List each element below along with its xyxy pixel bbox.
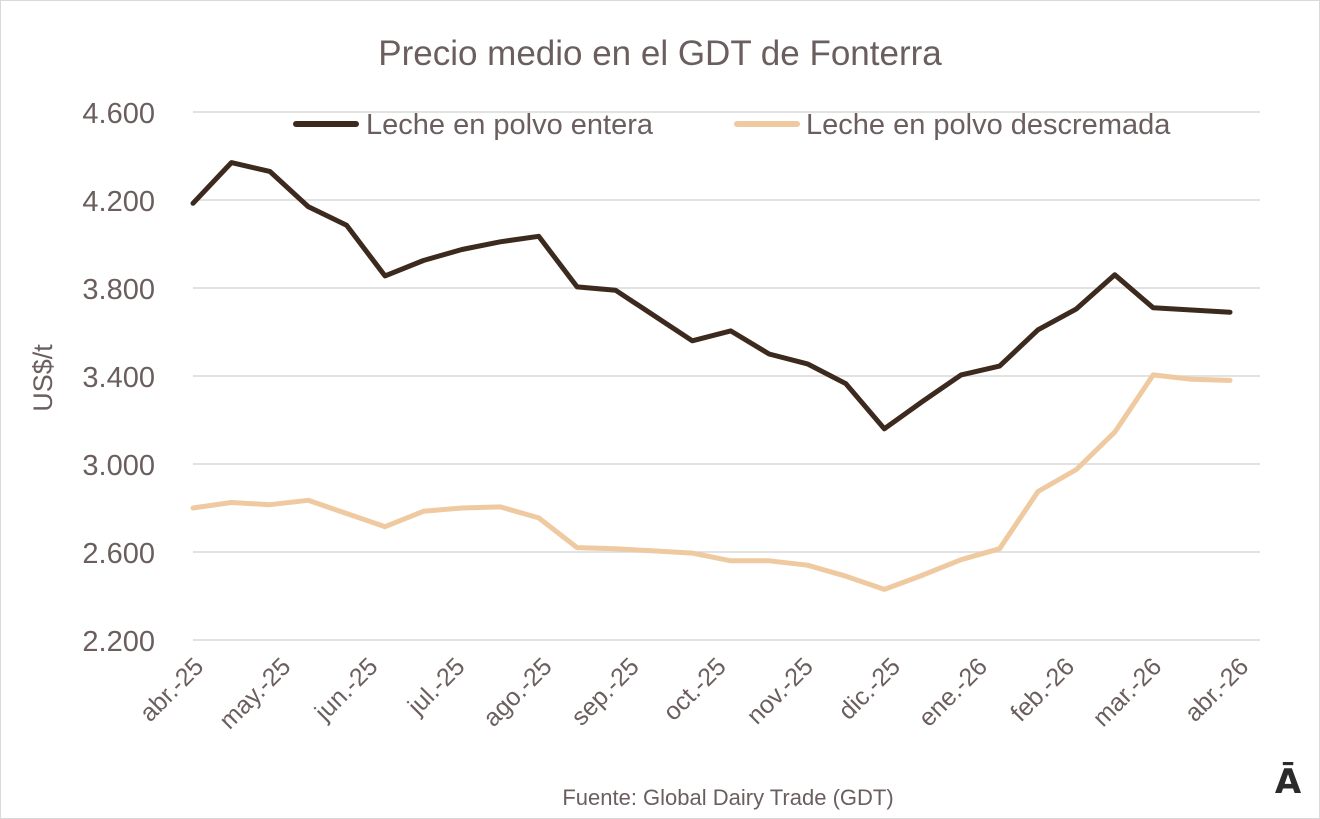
x-tick-label: jun.-25 <box>309 652 384 727</box>
y-axis-ticks: 4.600 4.200 3.800 3.400 3.000 2.600 2.200 <box>82 98 155 658</box>
x-tick-label: abr.-25 <box>134 652 209 727</box>
series-lines <box>190 160 1233 592</box>
x-tick-label: may.-25 <box>214 652 296 734</box>
y-tick-label: 4.200 <box>82 186 155 218</box>
x-tick-label: jul.-25 <box>402 652 471 721</box>
x-tick-label: abr.-26 <box>1179 652 1254 727</box>
x-tick-label: oct.-25 <box>658 652 732 726</box>
source-note: Fuente: Global Dairy Trade (GDT) <box>562 785 893 810</box>
legend: Leche en polvo entera Leche en polvo des… <box>293 109 1171 141</box>
y-tick-label: 3.000 <box>82 450 155 482</box>
y-axis-label: US$/t <box>28 344 58 412</box>
x-tick-label: feb.-26 <box>1005 652 1080 727</box>
x-axis-ticks: abr.-25 may.-25 jun.-25 jul.-25 ago.-25 sep.-… <box>134 652 1254 734</box>
chart-title: Precio medio en el GDT de Fonterra <box>378 34 942 73</box>
brand-logo: Ā <box>1275 762 1302 802</box>
gridlines <box>193 111 1260 641</box>
legend-label-descremada: Leche en polvo descremada <box>806 109 1171 141</box>
x-tick-label: dic.-25 <box>833 652 906 725</box>
x-tick-label: mar.-26 <box>1087 652 1167 732</box>
y-tick-label: 2.200 <box>82 626 155 658</box>
x-tick-label: nov.-25 <box>741 652 818 729</box>
x-tick-label: ene.-26 <box>913 652 993 732</box>
legend-label-entera: Leche en polvo entera <box>366 109 654 141</box>
y-tick-label: 3.800 <box>82 274 155 306</box>
series-line-descremada <box>190 372 1233 592</box>
y-tick-label: 3.400 <box>82 362 155 394</box>
y-tick-label: 2.600 <box>82 538 155 570</box>
x-tick-label: sep.-25 <box>566 652 645 731</box>
x-tick-label: ago.-25 <box>478 652 558 732</box>
series-line-entera <box>190 160 1233 432</box>
y-tick-label: 4.600 <box>82 98 155 130</box>
